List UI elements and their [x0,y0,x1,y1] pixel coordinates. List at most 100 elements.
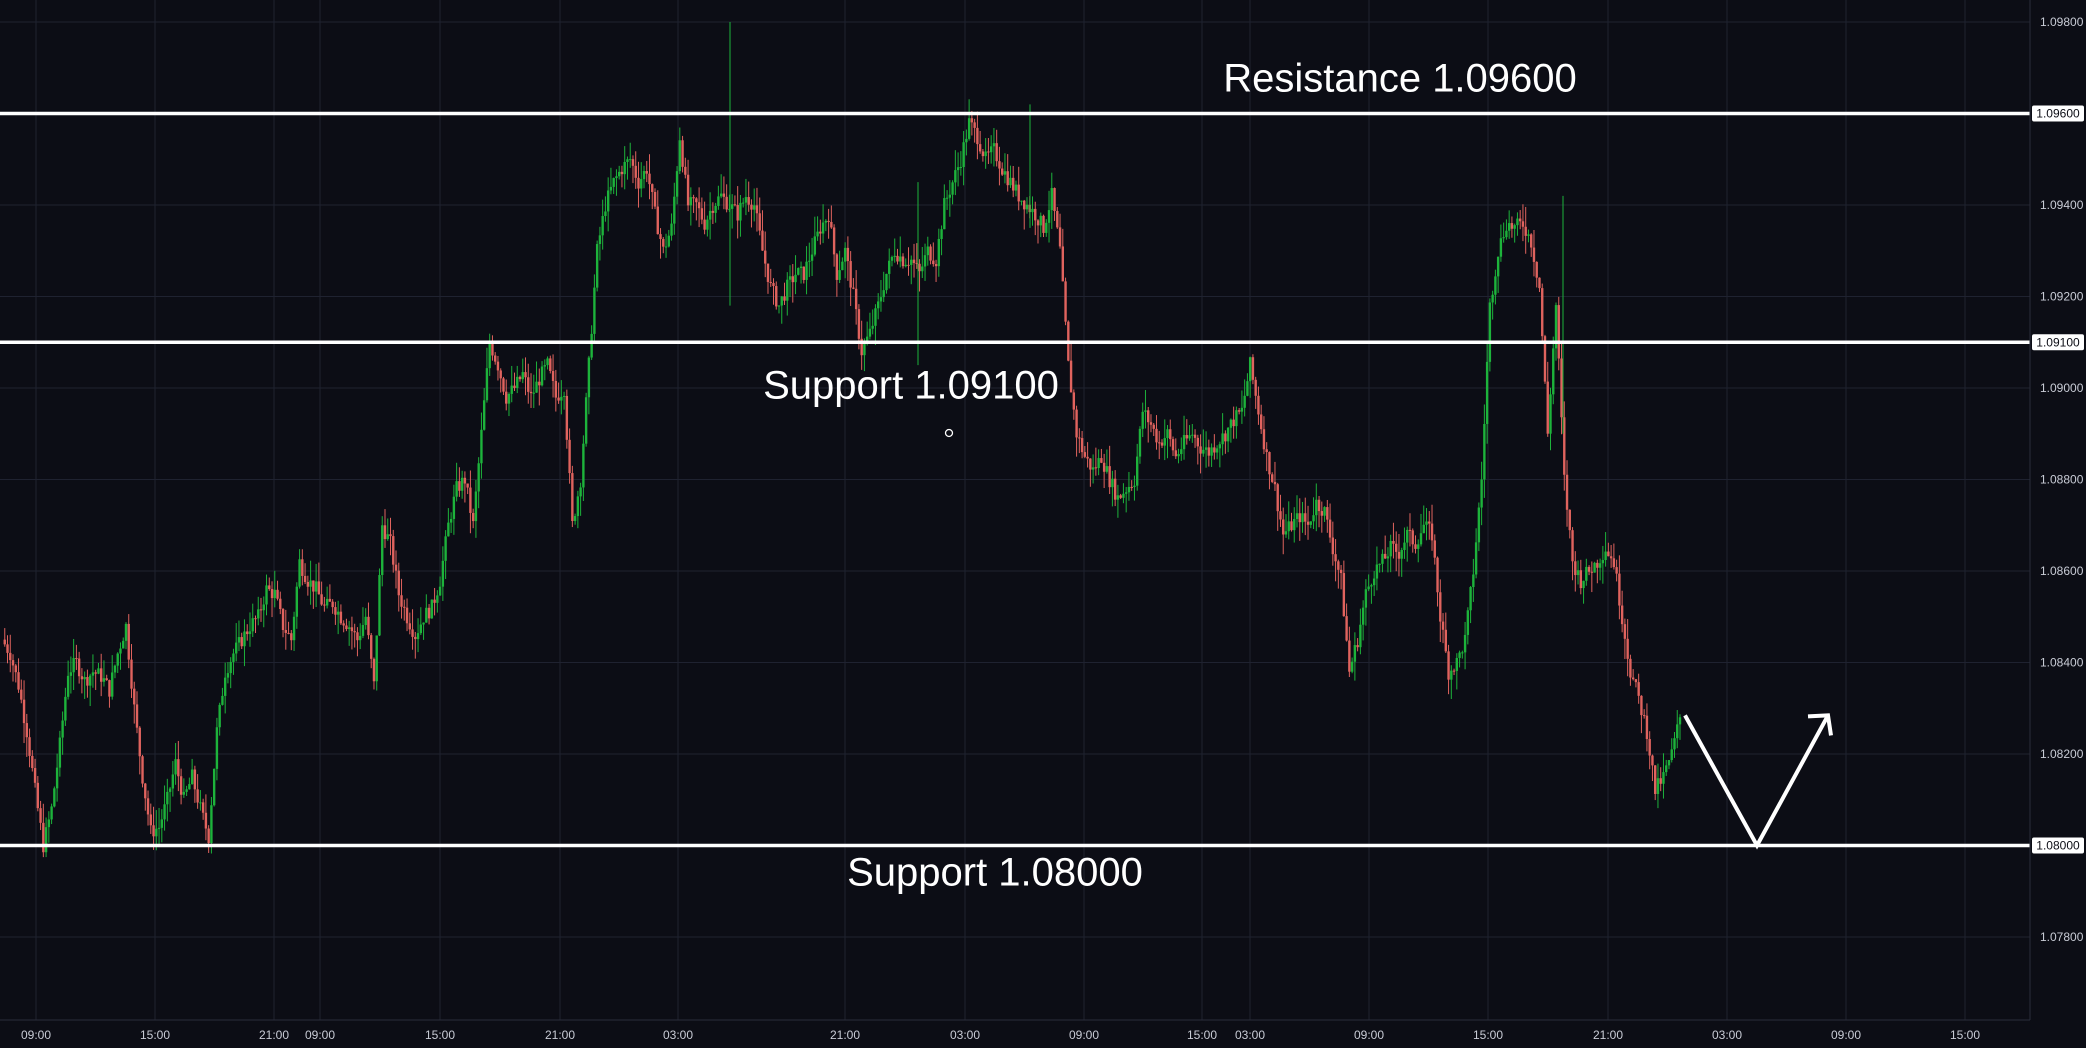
candle-body [1039,215,1042,226]
candle-body [739,202,742,221]
candle-body [1665,765,1668,773]
candle-body [827,220,830,222]
candle-body [615,176,618,179]
candle-body [80,676,84,680]
candle-body [116,653,119,666]
candle-body [350,627,354,632]
candle-body [794,274,797,283]
candle-body [336,611,340,615]
candle-body [1306,521,1310,525]
candle-body [893,255,896,257]
candle-body [736,205,739,221]
candle-body [1130,486,1133,488]
y-tick-label: 1.08600 [2040,564,2084,578]
candle-body [127,623,130,660]
candle-body [232,653,235,662]
candle-body [1086,456,1089,459]
candle-body [1284,531,1288,535]
level-price-badge [2032,334,2084,351]
candle-body [1094,467,1098,469]
candle-body [1229,419,1233,428]
candle-body [987,151,990,153]
candle-body [1563,417,1566,475]
candle-body [14,665,17,673]
candle-body [651,184,654,192]
candle-body [1359,624,1362,648]
candle-body [802,266,806,280]
candle-body [257,609,260,619]
candle-body [1576,570,1580,576]
candle-body [772,283,775,287]
x-tick-label: 03:00 [1712,1028,1742,1042]
candle-body [1348,640,1351,672]
candle-body [1127,486,1131,493]
candle-body [262,604,265,611]
x-tick-label: 03:00 [663,1028,693,1042]
candle-body [1265,449,1268,453]
candle-body [381,525,384,576]
candle-body [758,213,761,231]
candle-body [1188,435,1191,439]
candle-body [1031,208,1034,213]
candle-body [416,633,420,640]
candle-body [1025,204,1029,210]
candle-body [695,198,698,203]
candle-body [670,223,673,236]
candle-body [1326,507,1329,520]
candle-body [1513,225,1516,229]
candle-body [229,661,232,674]
candle-body [967,118,971,139]
price-axis[interactable]: 1.09800 1.09400 1.09200 1.09000 1.08800 1.086… [2040,15,2084,944]
candle-body [17,672,20,690]
candle-body [1620,605,1624,625]
candle-body [55,767,59,789]
candle-body [218,704,221,728]
candle-body [1058,227,1062,247]
candle-body [821,222,825,234]
candle-body [1080,438,1084,453]
candle-body [1425,521,1428,525]
candle-body [976,127,979,145]
candle-body [540,366,544,386]
time-axis[interactable]: 09:00 15:00 21:00 09:00 15:00 21:00 03:00 21:00… [21,1028,1980,1042]
candle-body [403,606,406,608]
candle-body [460,477,464,491]
candle-body [268,585,271,590]
candle-body [543,365,547,367]
candle-body [1116,495,1120,500]
candle-body [529,391,533,394]
candle-body [943,198,946,230]
candle-body [328,598,332,602]
candle-body [907,264,910,266]
candle-body [400,595,403,607]
candle-body [1356,645,1359,648]
candle-body [1414,544,1417,549]
candle-body [188,784,191,790]
candle-body [342,623,345,626]
candle-body [1637,682,1640,696]
level-label: Resistance 1.09600 [1223,57,1577,101]
candle-body [832,227,836,255]
x-tick-label: 15:00 [1950,1028,1980,1042]
candle-body [1199,446,1202,454]
candle-body [846,247,850,262]
candle-body [899,256,902,262]
candle-body [1656,778,1660,794]
candle-body [179,776,183,795]
candle-body [1315,499,1318,516]
candle-body [1135,456,1139,486]
candle-body [339,611,343,624]
candle-body [1342,573,1346,617]
candle-body [1596,562,1599,568]
candle-body [1337,561,1340,570]
y-tick-label: 1.08200 [2040,747,2084,761]
candle-body [554,380,558,398]
candle-body [496,361,500,371]
candle-body [237,637,241,643]
candle-body [1207,447,1211,456]
candle-body [786,279,789,301]
candle-body [706,219,709,230]
candle-body [367,616,370,636]
candle-body [1268,452,1271,475]
